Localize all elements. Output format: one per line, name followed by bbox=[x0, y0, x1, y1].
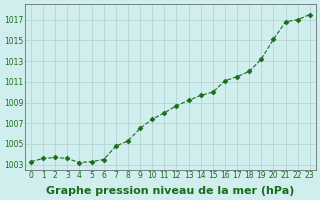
X-axis label: Graphe pression niveau de la mer (hPa): Graphe pression niveau de la mer (hPa) bbox=[46, 186, 295, 196]
